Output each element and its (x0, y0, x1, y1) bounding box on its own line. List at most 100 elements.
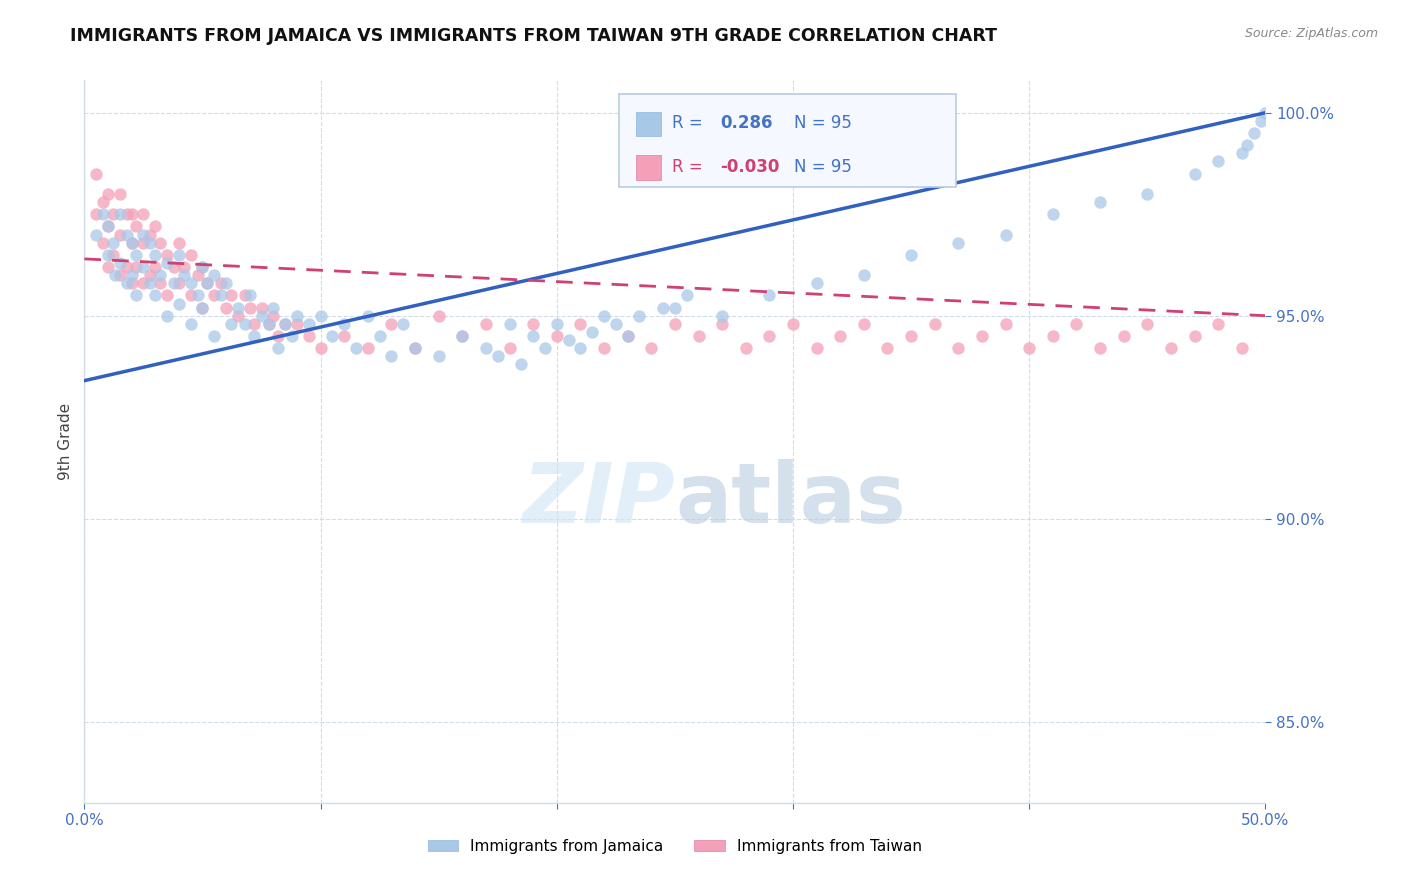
Point (1042, 329, 1064, 343)
Point (285, 317, 308, 331)
Point (451, 329, 474, 343)
Point (451, 329, 474, 343)
Point (139, 227, 162, 242)
Point (167, 248, 190, 262)
Point (219, 317, 242, 331)
Point (628, 309, 651, 323)
Point (191, 260, 214, 274)
Point (1136, 317, 1159, 331)
Point (167, 296, 190, 310)
Point (546, 329, 568, 343)
Point (688, 329, 710, 343)
Point (163, 277, 186, 291)
Point (380, 317, 402, 331)
Point (285, 309, 308, 323)
Point (101, 235, 124, 250)
Point (262, 309, 284, 323)
Point (250, 301, 273, 315)
Point (1088, 341, 1111, 355)
Point (108, 207, 131, 221)
Point (1250, 114, 1272, 128)
Point (149, 268, 172, 282)
Point (91, 235, 114, 250)
Point (97, 248, 120, 262)
Point (1236, 138, 1258, 153)
Point (368, 329, 391, 343)
Text: -0.030: -0.030 (720, 158, 779, 176)
Point (91, 207, 114, 221)
Point (1160, 341, 1182, 355)
Point (1230, 341, 1253, 355)
Point (108, 227, 131, 242)
Point (664, 301, 686, 315)
Point (569, 317, 592, 331)
Point (498, 341, 520, 355)
Point (1018, 341, 1040, 355)
Point (994, 317, 1017, 331)
Point (711, 309, 734, 323)
Point (852, 317, 875, 331)
Point (664, 317, 686, 331)
Point (510, 358, 533, 372)
Point (121, 207, 143, 221)
Point (281, 329, 304, 343)
Point (149, 235, 172, 250)
Point (121, 235, 143, 250)
Text: N = 95: N = 95 (794, 114, 852, 132)
Point (97, 260, 120, 274)
Point (143, 260, 166, 274)
Point (675, 288, 697, 302)
Point (202, 268, 225, 282)
Point (357, 341, 380, 355)
Text: R =: R = (672, 158, 703, 176)
Point (298, 329, 321, 343)
Point (321, 329, 343, 343)
Point (333, 317, 356, 331)
Point (173, 260, 195, 274)
Point (115, 207, 138, 221)
Point (91, 195, 114, 210)
Point (167, 277, 190, 291)
Point (125, 219, 148, 234)
Text: R =: R = (672, 114, 703, 132)
Point (187, 268, 209, 282)
Point (427, 349, 450, 363)
Point (121, 268, 143, 282)
Point (195, 277, 218, 291)
Point (215, 301, 238, 315)
Point (180, 277, 202, 291)
Point (830, 329, 852, 343)
Point (344, 341, 367, 355)
Point (380, 349, 402, 363)
Point (357, 309, 380, 323)
Point (1112, 329, 1135, 343)
Point (616, 329, 638, 343)
Point (333, 329, 356, 343)
Point (101, 248, 124, 262)
Point (900, 248, 922, 262)
Point (900, 329, 922, 343)
Point (546, 317, 568, 331)
Point (233, 288, 256, 302)
Point (404, 341, 426, 355)
Point (924, 317, 946, 331)
Point (209, 288, 232, 302)
Point (309, 309, 332, 323)
Point (156, 256, 179, 270)
Point (125, 248, 148, 262)
Point (758, 288, 780, 302)
Point (734, 341, 756, 355)
Point (876, 341, 898, 355)
Point (97, 219, 120, 234)
Point (243, 329, 266, 343)
Point (593, 309, 616, 323)
Point (1230, 146, 1253, 161)
Point (948, 235, 970, 250)
Point (156, 309, 179, 323)
Point (139, 268, 162, 282)
Point (202, 329, 225, 343)
Point (581, 325, 603, 339)
Text: 0.286: 0.286 (720, 114, 772, 132)
Point (298, 317, 321, 331)
Point (239, 288, 262, 302)
